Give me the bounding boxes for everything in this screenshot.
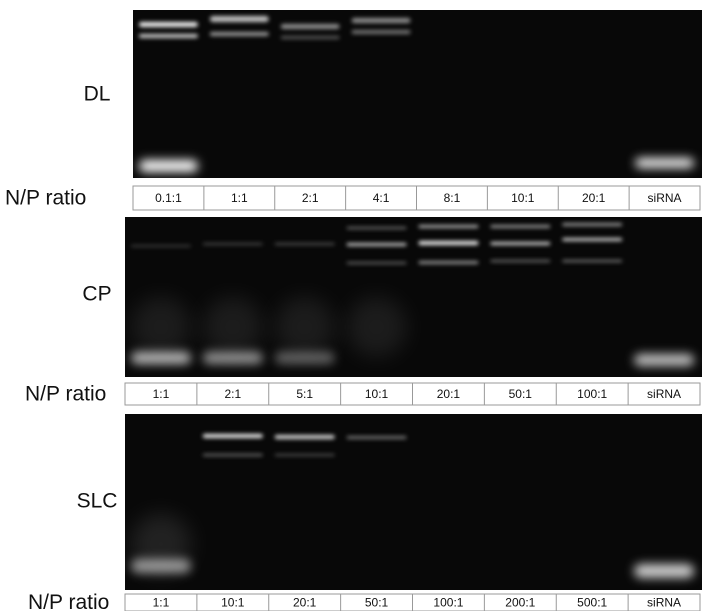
lane-label: 8:1 [444, 191, 461, 205]
lane-label: 1:1 [153, 387, 170, 401]
lane-label: 10:1 [365, 387, 389, 401]
gel-band [131, 297, 191, 357]
lane-label: 5:1 [296, 387, 313, 401]
gel-band [275, 435, 335, 439]
gel-band [210, 32, 269, 36]
gel-band [139, 160, 198, 172]
lane-label: 1:1 [231, 191, 248, 205]
gel-band [275, 297, 335, 357]
lane-label: 0.1:1 [155, 191, 182, 205]
gel-band [419, 241, 479, 245]
gel-band [210, 16, 269, 22]
lane-label: siRNA [647, 387, 681, 401]
gel-band [281, 24, 340, 29]
gel-band [203, 243, 263, 245]
gel-band [203, 297, 263, 357]
gel-band [490, 225, 550, 228]
panel-label: SLC [77, 490, 118, 513]
lane-label: 100:1 [577, 387, 607, 401]
gel-band [352, 18, 411, 23]
lane-label: 100:1 [433, 596, 463, 610]
gel-band [131, 245, 191, 247]
panel-label: DL [84, 83, 111, 106]
lane-label: 10:1 [221, 596, 245, 610]
gel-band [352, 30, 411, 34]
gel-band [562, 238, 622, 241]
gel-band [275, 243, 335, 245]
gel-band [490, 260, 550, 262]
gel-band [490, 242, 550, 245]
axis-label: N/P ratio [5, 187, 86, 210]
gel-band [347, 262, 407, 264]
gel-band [347, 227, 407, 229]
gel-band [131, 514, 191, 574]
lane-label: siRNA [648, 191, 682, 205]
lane-label: 1:1 [153, 596, 170, 610]
lane-label: 200:1 [505, 596, 535, 610]
gel-band [347, 243, 407, 246]
gel-band [562, 223, 622, 226]
gel-band [139, 22, 198, 27]
lane-label: 500:1 [577, 596, 607, 610]
gel-band [419, 225, 479, 228]
gel-band [347, 436, 407, 439]
gel-image [125, 414, 702, 590]
gel-band [635, 158, 694, 168]
lane-label: siRNA [647, 596, 681, 610]
gel-band [347, 297, 407, 357]
gel-band [275, 454, 335, 456]
gel-band [562, 260, 622, 262]
lane-label: 2:1 [224, 387, 241, 401]
lane-label: 20:1 [582, 191, 606, 205]
gel-band [634, 354, 694, 366]
figure: DL N/P ratio 0.1:1 1:1 2:1 4:1 8:1 10:1 20:1 siRN… [0, 0, 702, 611]
gel-band [139, 34, 198, 38]
lane-label: 4:1 [373, 191, 390, 205]
lane-label: 10:1 [511, 191, 535, 205]
gel-band [281, 36, 340, 39]
panel-label: CP [82, 283, 111, 306]
lane-label: 20:1 [437, 387, 461, 401]
lane-label: 50:1 [365, 596, 389, 610]
lane-label: 50:1 [509, 387, 533, 401]
axis-label: N/P ratio [25, 383, 106, 406]
gel-band [419, 261, 479, 264]
gel-band [203, 454, 263, 456]
gel-band [203, 434, 263, 438]
lane-label: 20:1 [293, 596, 317, 610]
lane-label: 2:1 [302, 191, 319, 205]
axis-label: N/P ratio [28, 591, 109, 611]
gel-band [634, 564, 694, 578]
